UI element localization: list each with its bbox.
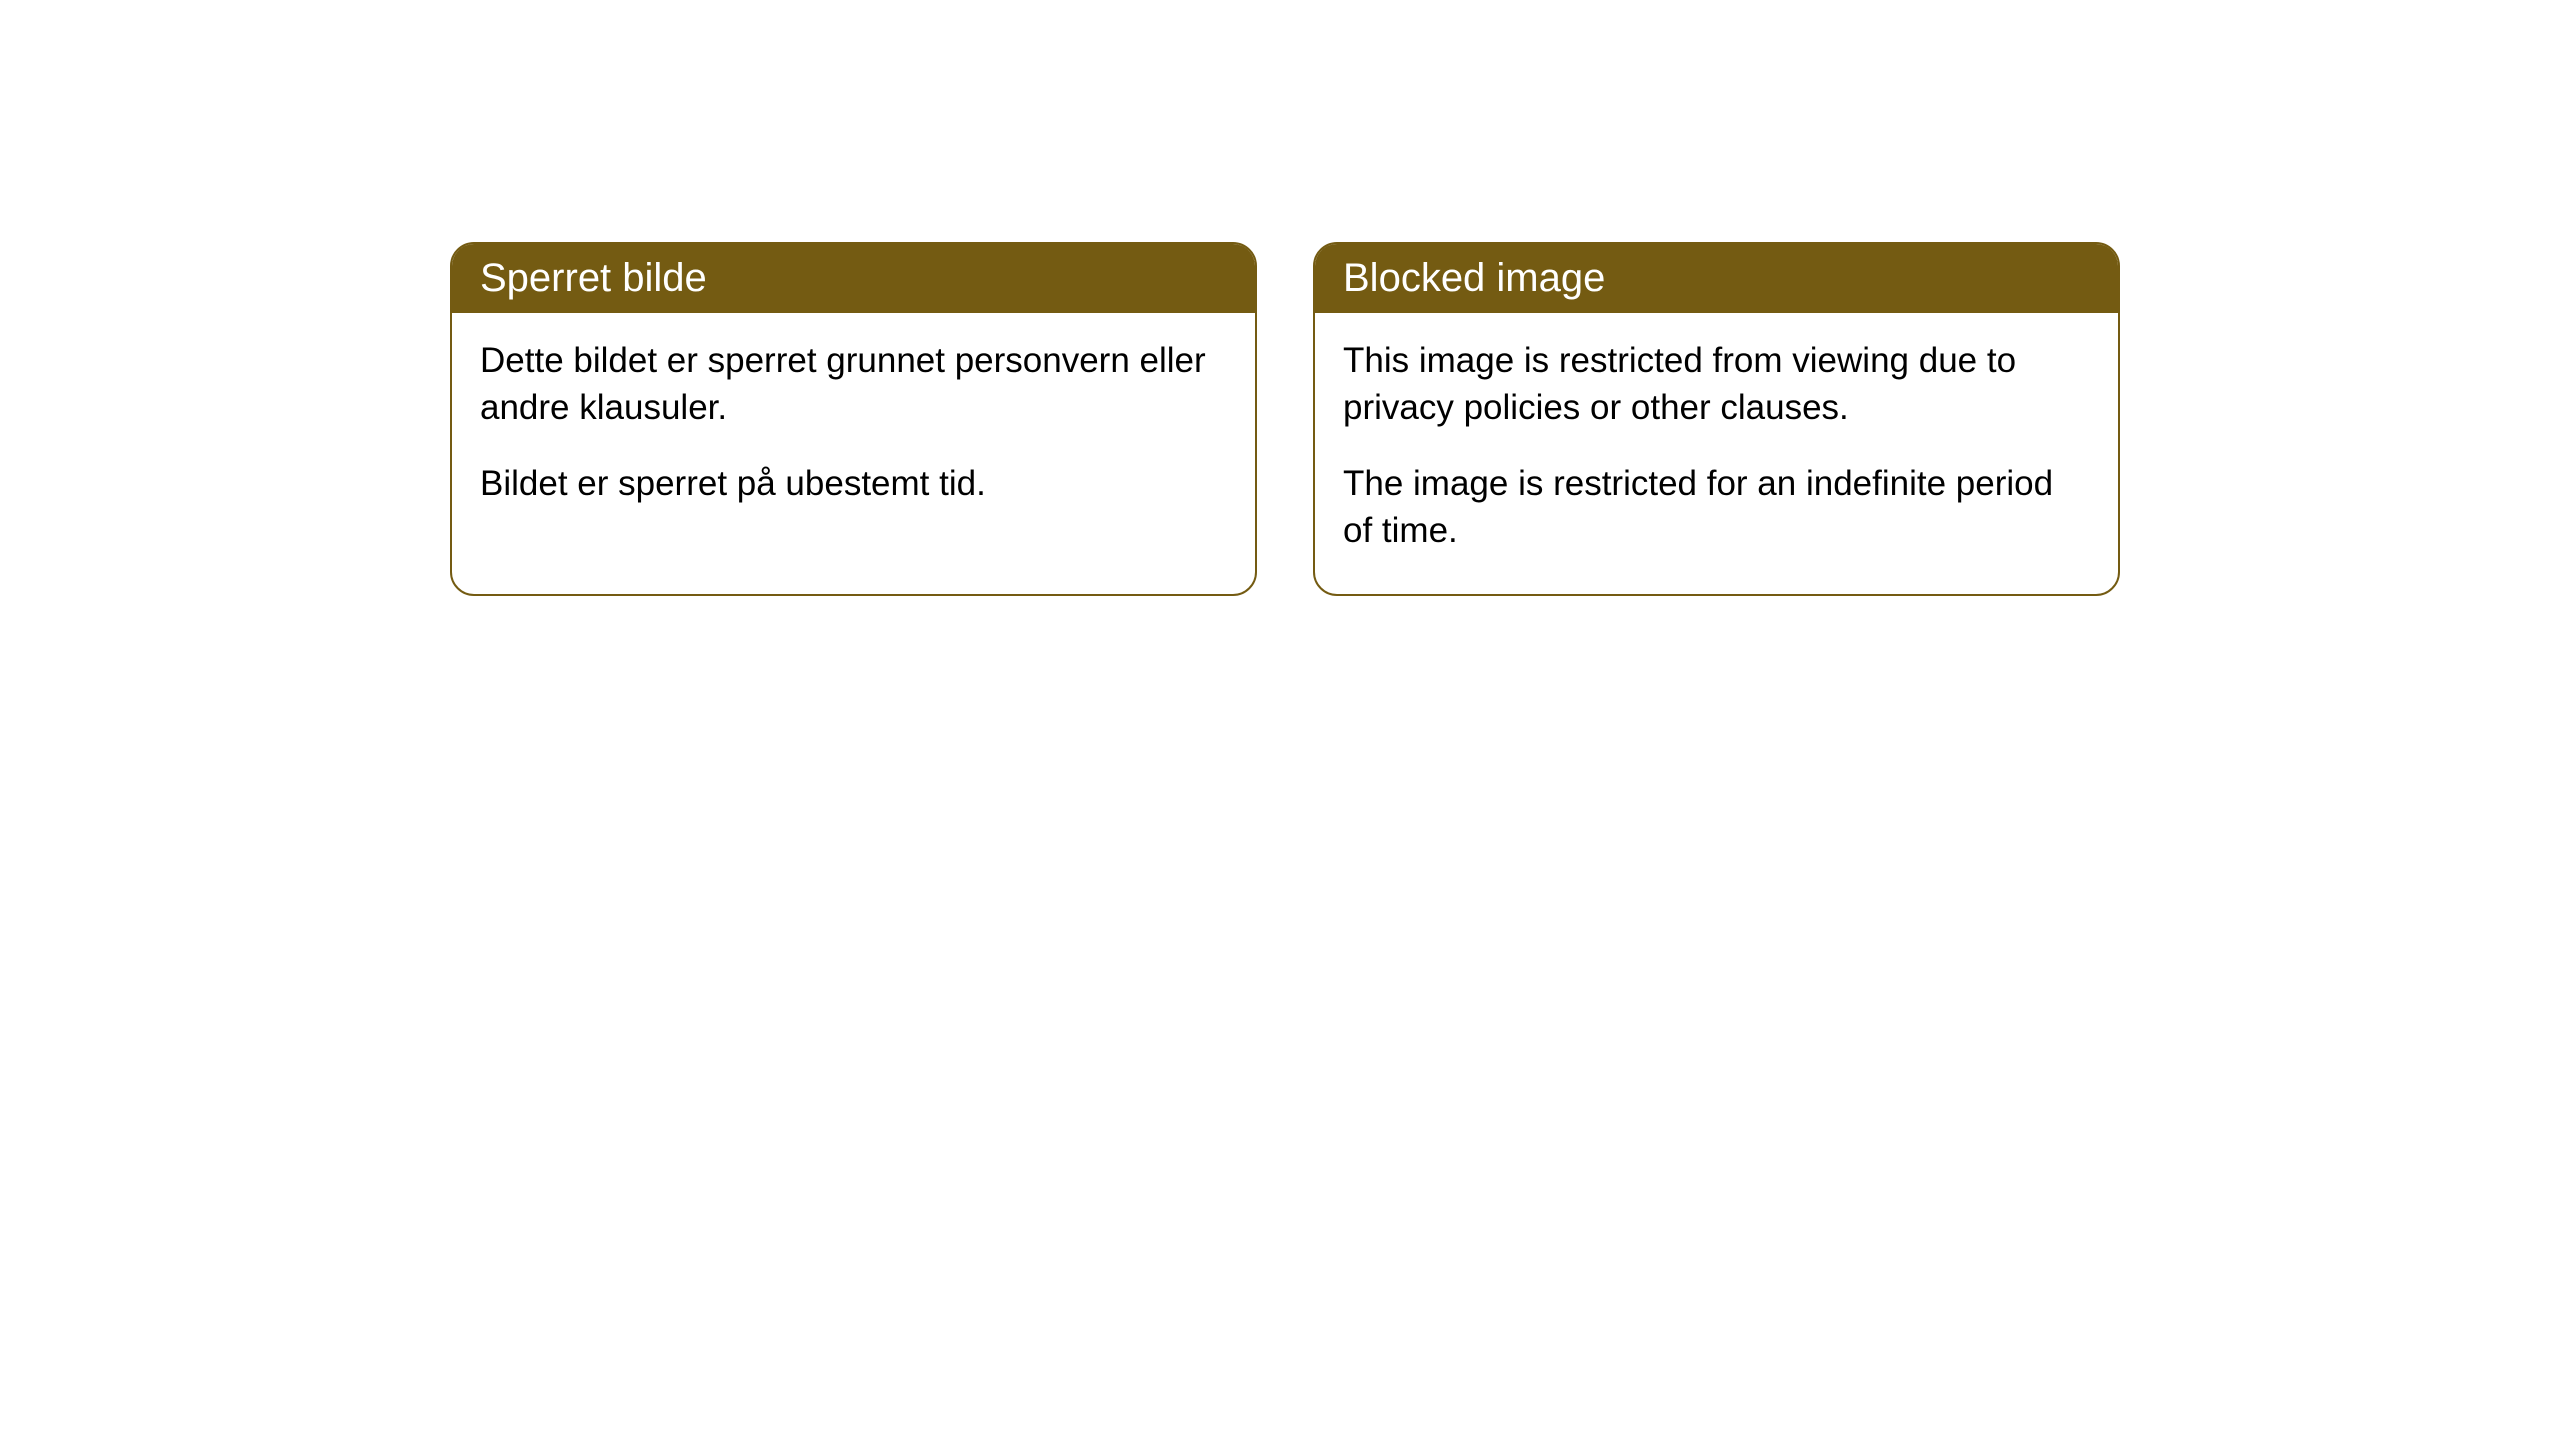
- card-body-no: Dette bildet er sperret grunnet personve…: [452, 313, 1255, 547]
- card-paragraph: The image is restricted for an indefinit…: [1343, 460, 2090, 555]
- blocked-image-card-en: Blocked image This image is restricted f…: [1313, 242, 2120, 596]
- card-paragraph: This image is restricted from viewing du…: [1343, 337, 2090, 432]
- card-paragraph: Dette bildet er sperret grunnet personve…: [480, 337, 1227, 432]
- blocked-image-card-no: Sperret bilde Dette bildet er sperret gr…: [450, 242, 1257, 596]
- notice-cards-container: Sperret bilde Dette bildet er sperret gr…: [450, 242, 2120, 596]
- card-paragraph: Bildet er sperret på ubestemt tid.: [480, 460, 1227, 507]
- card-header-en: Blocked image: [1315, 244, 2118, 313]
- card-header-no: Sperret bilde: [452, 244, 1255, 313]
- card-body-en: This image is restricted from viewing du…: [1315, 313, 2118, 594]
